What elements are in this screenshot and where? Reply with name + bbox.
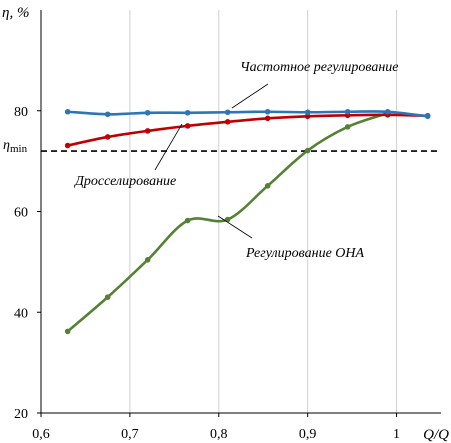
- data-point: [104, 294, 111, 300]
- x-tick-label: 0,9: [299, 427, 317, 442]
- data-point: [264, 183, 271, 189]
- data-point: [144, 109, 151, 116]
- data-point: [424, 113, 431, 120]
- data-point: [304, 109, 311, 116]
- series-label: Дросселирование: [73, 174, 176, 189]
- x-tick-label: 1: [393, 427, 400, 442]
- x-tick-label: 0,6: [32, 427, 50, 442]
- data-point: [264, 108, 271, 115]
- data-point: [224, 119, 231, 125]
- axes: [37, 10, 441, 417]
- data-point: [344, 124, 351, 130]
- series-label: Регулирование ОНА: [245, 246, 365, 261]
- series-label: Частотное регулирование: [240, 60, 399, 75]
- eta-min-subscript: min: [10, 143, 28, 155]
- data-point: [64, 142, 71, 149]
- grid: [129, 10, 398, 413]
- labels: 20 40 60 80 0,6 0,7 0,8 0,9 1 η, % Q/Q ηmin Частотно…: [2, 5, 449, 443]
- data-point: [384, 108, 391, 115]
- data-point: [304, 147, 311, 154]
- data-point: [184, 217, 191, 224]
- x-tick-label: 0,7: [121, 427, 139, 442]
- data-point: [104, 111, 111, 118]
- data-point: [264, 115, 271, 122]
- data-point: [344, 108, 351, 115]
- eta-min-label: ηmin: [3, 138, 28, 155]
- data-point: [184, 123, 191, 129]
- data-point: [144, 257, 151, 263]
- y-tick-label: 20: [14, 407, 28, 422]
- leader-line: [154, 123, 183, 171]
- leader-line: [231, 83, 269, 109]
- data-point: [304, 113, 311, 120]
- x-tick-label: 0,8: [210, 427, 228, 442]
- data-point: [144, 128, 151, 134]
- leader-line: [217, 215, 253, 239]
- data-point: [184, 109, 191, 116]
- series-line-1: [67, 113, 428, 147]
- data-point: [104, 134, 111, 140]
- x-axis-title: Q/Q: [423, 427, 449, 443]
- series-line-0: [67, 110, 428, 118]
- data-point: [64, 108, 71, 115]
- y-tick-label: 80: [14, 105, 28, 120]
- data-point: [64, 328, 71, 335]
- y-tick-label: 60: [14, 206, 28, 221]
- data-point: [224, 216, 231, 223]
- data-point: [224, 109, 231, 116]
- y-tick-label: 40: [14, 306, 28, 321]
- y-axis-title: η, %: [2, 5, 29, 21]
- series: [41, 108, 441, 335]
